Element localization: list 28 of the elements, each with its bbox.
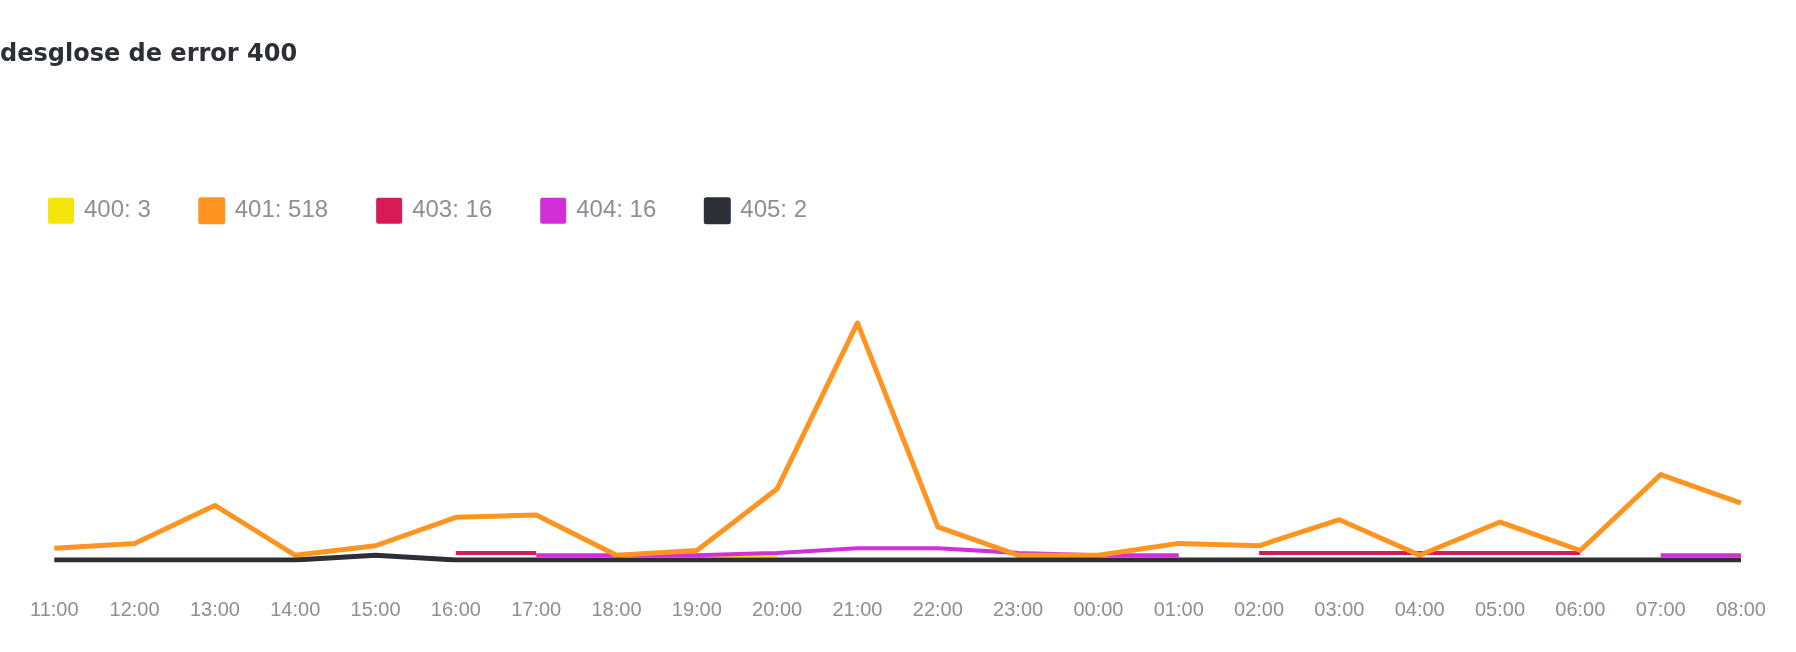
chart-title: desglose de error 400 <box>0 38 298 67</box>
x-tick-label: 02:00 <box>1234 597 1285 620</box>
x-tick-label: 12:00 <box>109 597 160 620</box>
legend-label: 403: 16 <box>412 195 493 223</box>
x-tick-label: 07:00 <box>1635 597 1686 620</box>
x-tick-label: 13:00 <box>189 597 240 620</box>
x-tick-label: 05:00 <box>1474 597 1526 620</box>
x-tick-label: 21:00 <box>832 597 883 620</box>
x-tick-label: 03:00 <box>1314 597 1365 620</box>
legend-label: 405: 2 <box>740 195 808 223</box>
x-tick-label: 19:00 <box>671 597 722 620</box>
x-tick-label: 17:00 <box>511 597 562 620</box>
x-tick-label: 16:00 <box>430 597 481 620</box>
x-tick-label: 00:00 <box>1073 597 1124 620</box>
x-tick-label: 14:00 <box>270 597 321 620</box>
x-tick-label: 01:00 <box>1153 597 1204 620</box>
x-tick-label: 11:00 <box>29 597 79 620</box>
x-tick-label: 20:00 <box>752 597 803 620</box>
x-tick-label: 23:00 <box>993 597 1044 620</box>
x-tick-label: 18:00 <box>591 597 642 620</box>
legend-label: 401: 518 <box>234 195 329 223</box>
x-tick-label: 04:00 <box>1394 597 1445 620</box>
x-tick-label: 06:00 <box>1555 597 1606 620</box>
x-tick-label: 22:00 <box>912 597 963 620</box>
x-tick-label: 08:00 <box>1715 597 1767 620</box>
legend-label: 404: 16 <box>576 195 657 223</box>
x-tick-label: 15:00 <box>350 597 401 620</box>
legend-label: 400: 3 <box>84 195 151 223</box>
